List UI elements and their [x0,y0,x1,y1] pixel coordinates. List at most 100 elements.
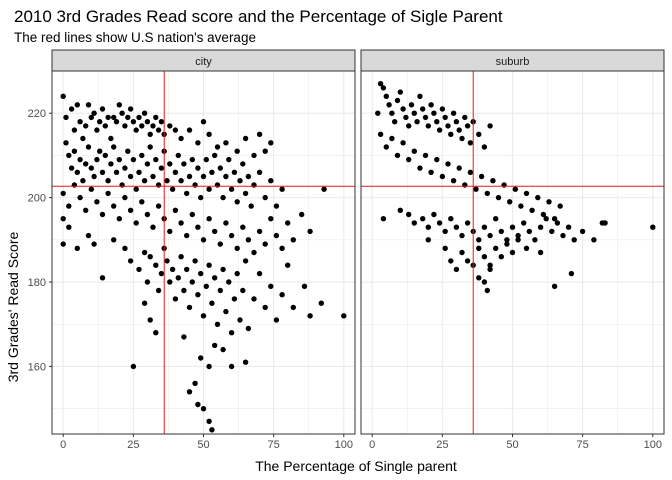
data-point [99,275,106,281]
data-point [217,165,223,171]
data-point [141,178,148,184]
data-point [251,182,257,188]
data-point [431,110,437,116]
data-point [448,216,454,222]
data-point [220,194,226,201]
data-point [439,106,446,112]
data-point [234,270,240,277]
x-tick-label: 0 [60,439,66,451]
data-point [445,123,451,129]
data-point [141,300,148,306]
data-point [467,169,474,175]
data-point [487,266,493,273]
x-tick-label: 25 [127,439,139,451]
data-point [77,156,83,163]
data-point [181,334,187,340]
data-point [532,237,538,243]
data-point [237,178,243,184]
data-point [116,102,123,108]
data-point [198,355,204,361]
data-point [273,232,280,239]
data-point [507,199,513,205]
data-point [200,406,207,412]
data-point [147,254,153,260]
data-point [408,102,415,108]
data-point [192,258,198,264]
data-point [220,266,226,273]
data-point [71,182,78,188]
data-point [94,199,100,205]
data-point [242,258,249,264]
data-point [228,232,235,239]
data-point [102,123,109,129]
data-point [99,106,106,112]
data-point [526,228,532,235]
x-tick-label: 75 [577,439,589,451]
data-point [234,245,240,251]
chart-title: 2010 3rd Grades Read score and the Perce… [14,7,503,26]
data-point [537,224,544,230]
data-point [91,110,97,116]
data-point [290,237,296,243]
data-point [262,304,268,311]
data-point [242,190,249,197]
data-point [68,165,75,171]
data-point [111,144,117,150]
data-point [240,161,246,167]
data-point [206,131,212,137]
data-point [481,279,488,285]
data-point [498,228,504,235]
data-point [285,262,291,268]
data-point [383,93,389,100]
data-point [256,270,263,277]
data-point [136,114,142,121]
data-point [178,135,184,142]
data-point [105,190,111,197]
data-point [184,190,190,197]
data-point [212,342,218,349]
data-point [420,106,426,112]
data-point [130,363,137,370]
data-point [223,173,229,180]
data-point [97,148,103,154]
data-point [144,119,151,125]
data-point [431,211,437,218]
data-point [127,106,134,112]
data-point [551,216,558,222]
data-point [122,123,128,129]
data-point [97,119,103,125]
data-point [464,220,471,226]
data-point [133,220,139,226]
data-point [394,152,401,159]
data-point [487,262,493,268]
data-point [591,237,597,243]
data-point [392,119,398,125]
data-point [456,165,462,171]
data-point [209,169,215,175]
data-point [206,262,212,268]
data-point [111,114,117,121]
data-point [212,152,218,159]
data-point [380,216,387,222]
data-point [568,270,575,277]
data-point [85,144,92,150]
data-point [198,194,204,201]
data-point [139,123,145,129]
x-axis-label: The Percentage of Single parent [255,458,457,474]
data-point [490,178,496,184]
data-point [74,102,81,108]
data-point [279,186,285,192]
data-point [537,249,544,256]
data-point [94,156,100,163]
data-point [200,119,207,125]
data-point [462,114,468,121]
data-point [456,127,462,133]
data-point [459,135,465,142]
data-point [155,287,162,294]
data-point [273,203,280,209]
data-point [172,207,179,213]
data-point [125,148,131,154]
data-point [394,97,401,104]
data-point [301,283,308,289]
